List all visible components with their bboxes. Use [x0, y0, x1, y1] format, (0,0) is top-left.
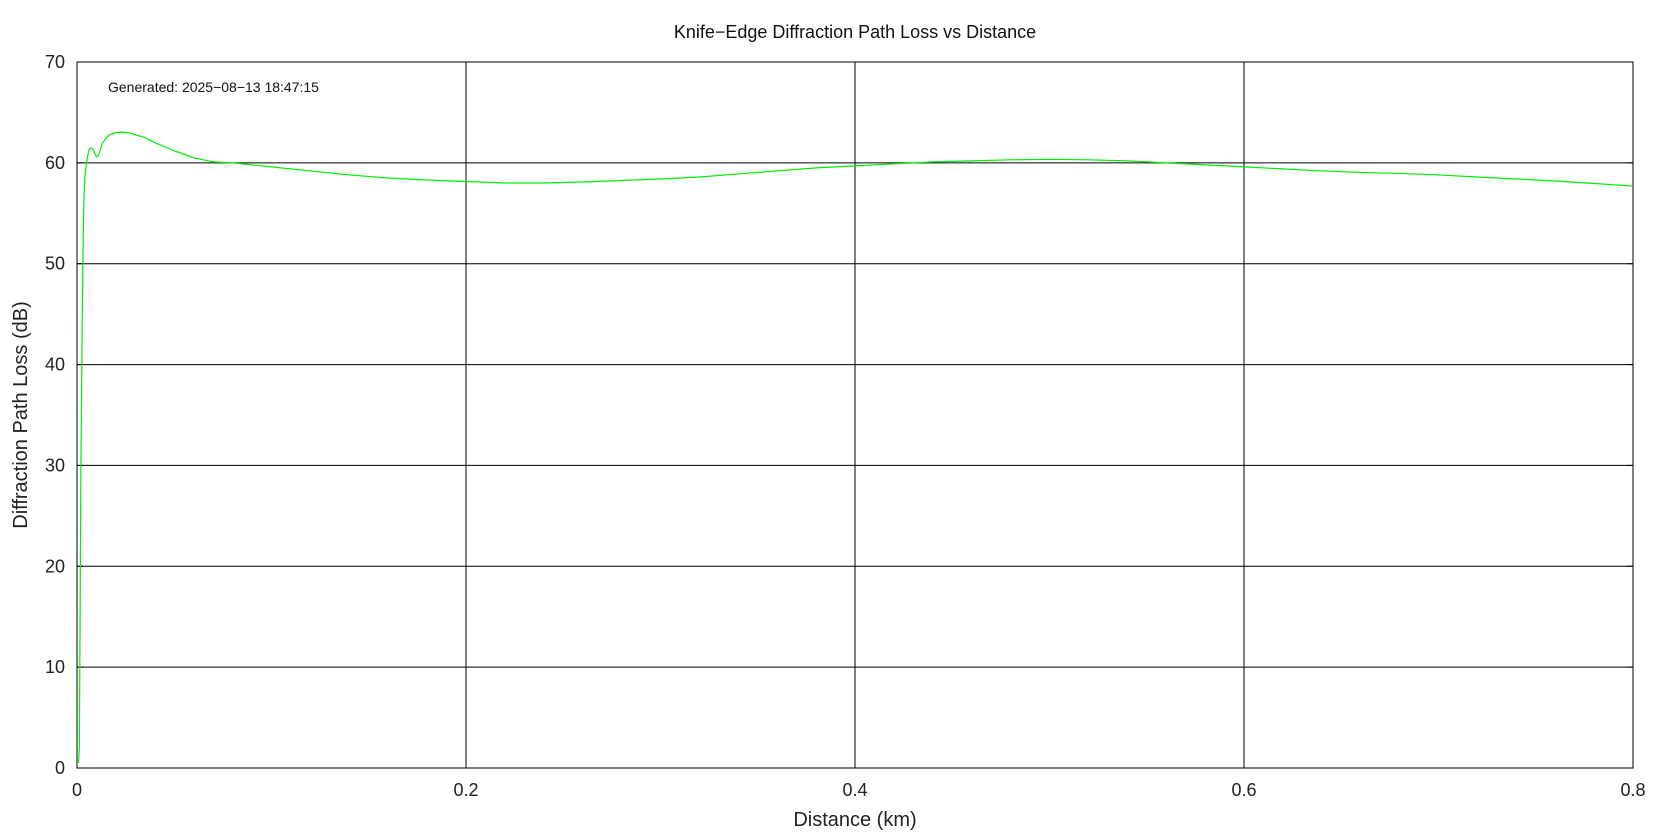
x-tick-label: 0.4: [842, 780, 867, 800]
y-axis-label: Diffraction Path Loss (dB): [10, 301, 32, 529]
chart-title: Knife−Edge Diffraction Path Loss vs Dist…: [674, 22, 1036, 42]
generated-timestamp: Generated: 2025−08−13 18:47:15: [108, 79, 319, 95]
y-tick-label: 30: [45, 455, 65, 475]
y-tick-label: 0: [55, 758, 65, 778]
axis-ticks: 0 10 20 30 40 50 60 70 0 0.2 0.4 0.6 0.8: [45, 52, 1646, 800]
grid: [77, 62, 1633, 768]
y-tick-label: 10: [45, 657, 65, 677]
y-tick-label: 70: [45, 52, 65, 72]
y-tick-label: 20: [45, 556, 65, 576]
x-axis-label: Distance (km): [793, 809, 916, 831]
y-tick-label: 50: [45, 254, 65, 274]
x-tick-label: 0.6: [1231, 780, 1256, 800]
x-tick-label: 0: [72, 780, 82, 800]
series-layer: [77, 131, 1634, 763]
x-tick-label: 0.2: [453, 780, 478, 800]
y-tick-label: 60: [45, 153, 65, 173]
x-tick-label: 0.8: [1620, 780, 1645, 800]
y-tick-label: 40: [45, 355, 65, 375]
series-line-0: [77, 131, 1634, 763]
